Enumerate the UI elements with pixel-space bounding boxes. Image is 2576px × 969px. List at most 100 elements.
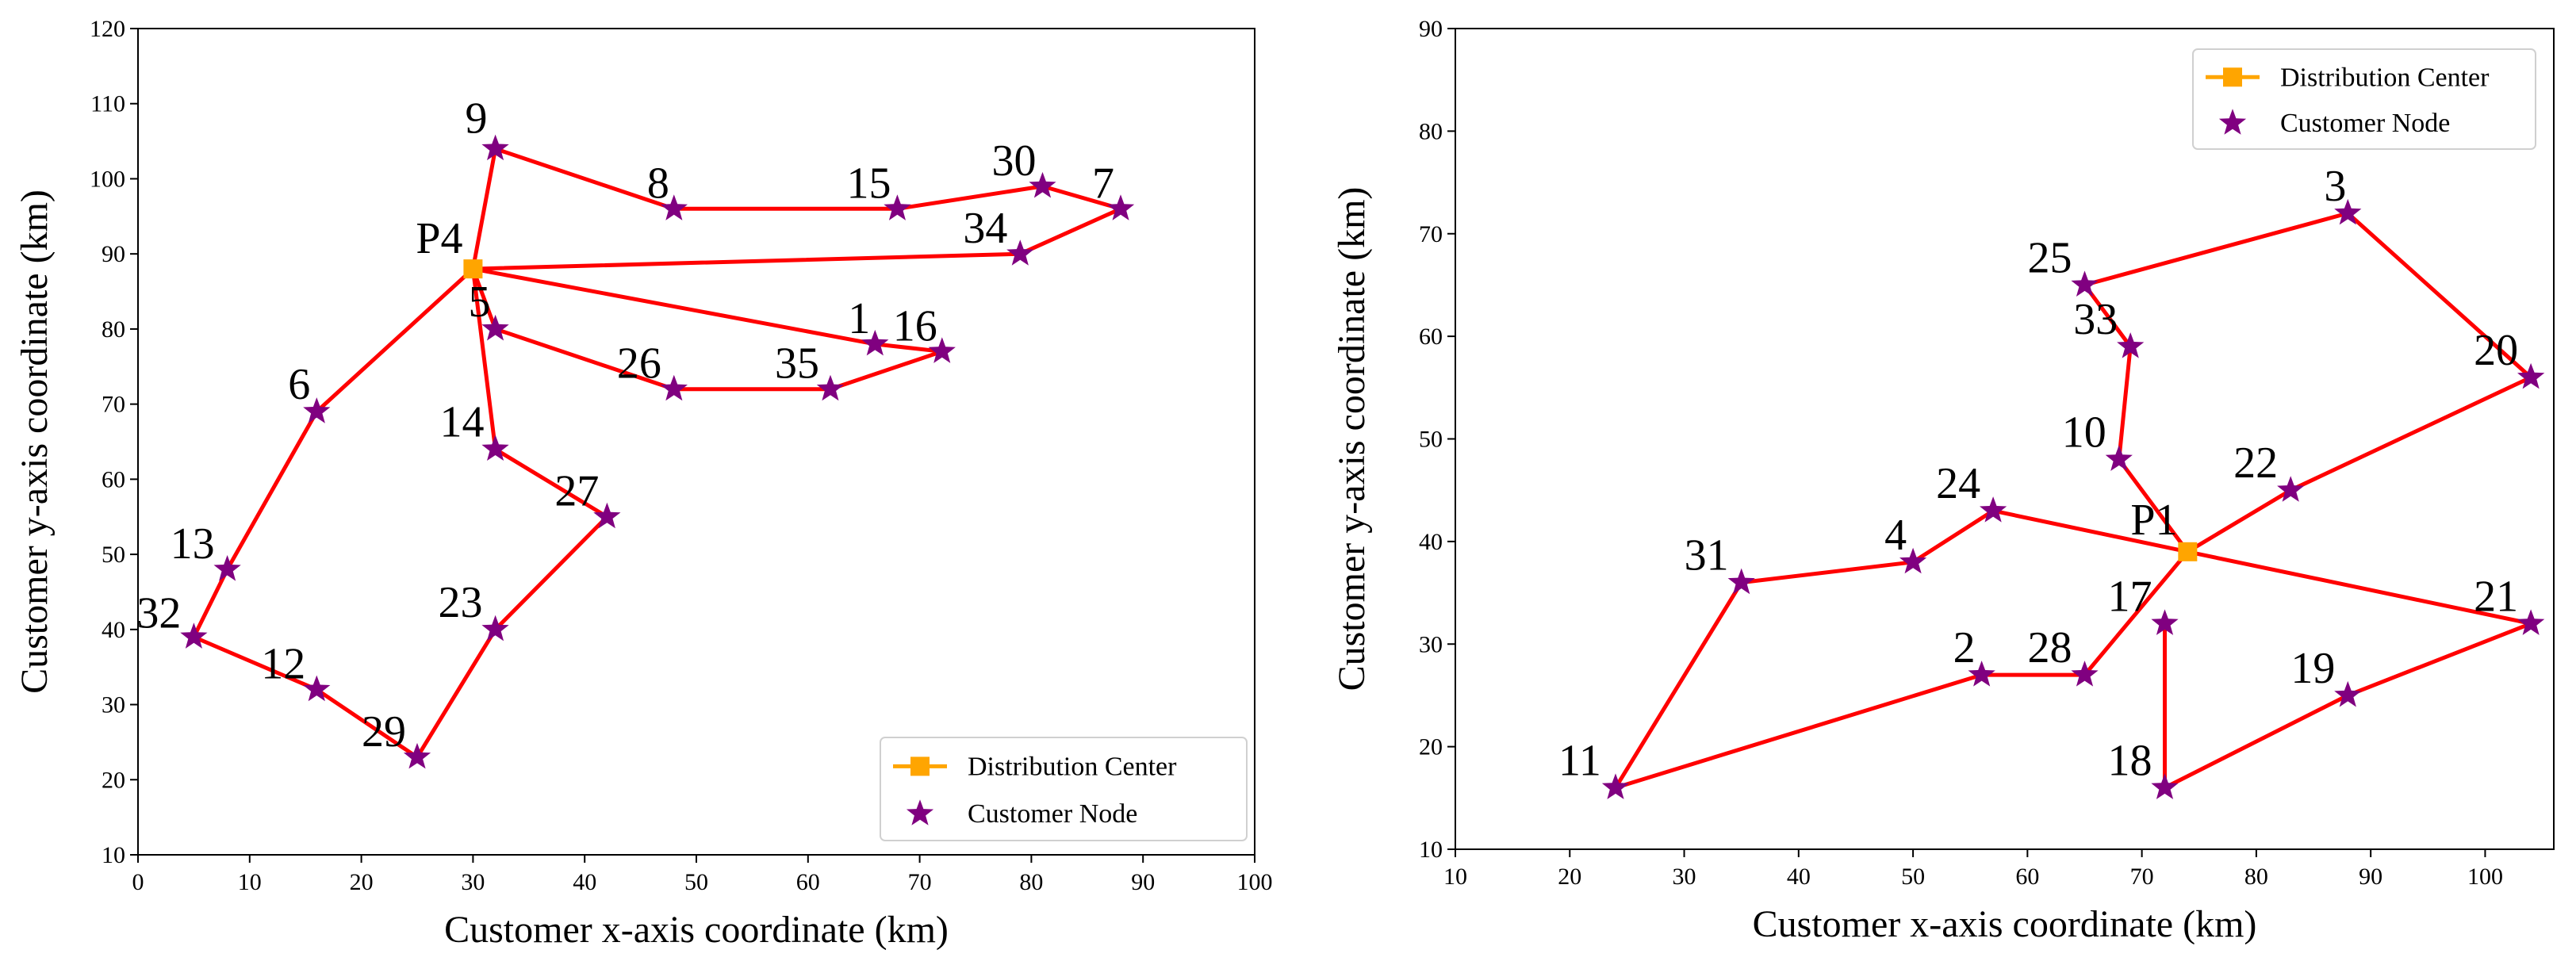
legend-box: [880, 737, 1248, 841]
customer-label-18: 18: [2107, 736, 2152, 785]
x-tick-label: 40: [573, 869, 596, 895]
customer-node-15: [884, 194, 911, 220]
customer-node-32: [180, 622, 208, 649]
route-3: [191, 267, 609, 760]
customer-node-12: [303, 675, 331, 702]
x-tick-label: 20: [350, 869, 374, 895]
x-tick-label: 50: [1901, 864, 1925, 890]
legend: Distribution Center Customer Node: [2192, 48, 2536, 150]
customer-label-1: 1: [848, 294, 870, 343]
route-1: [470, 147, 1123, 271]
x-tick-label: 70: [2130, 864, 2154, 890]
depot-marker: [463, 259, 483, 279]
legend-depot-marker: [910, 756, 930, 776]
customer-node-30: [1029, 171, 1056, 198]
y-tick-label: 20: [1419, 734, 1443, 760]
customer-node-11: [1601, 773, 1630, 799]
customer-node-24: [1980, 496, 2007, 523]
customer-node-31: [1727, 568, 1755, 595]
customer-node-29: [403, 742, 431, 769]
plot-frame: [137, 28, 1255, 856]
legend-customer-label: Customer Node: [968, 799, 1137, 829]
customer-label-23: 23: [439, 578, 483, 627]
customer-label-33: 33: [2073, 295, 2118, 344]
customer-label-10: 10: [2062, 408, 2106, 457]
customer-label-32: 32: [136, 588, 181, 638]
customer-node-8: [660, 194, 688, 220]
y-axis-label: Customer y-axis coordinate (km): [1331, 187, 1373, 691]
customer-label-15: 15: [846, 159, 891, 208]
customer-label-27: 27: [554, 467, 599, 516]
customer-label-5: 5: [469, 278, 491, 327]
y-tick-label: 40: [1419, 529, 1443, 555]
customer-label-4: 4: [1884, 511, 1907, 560]
customer-node-28: [2071, 661, 2099, 687]
x-tick-label: 60: [2015, 864, 2039, 890]
customer-label-17: 17: [2107, 572, 2152, 621]
x-axis-label: Customer x-axis coordinate (km): [1753, 903, 2257, 945]
y-tick-label: 80: [102, 316, 125, 343]
y-tick-label: 40: [102, 617, 125, 643]
route-2: [1613, 508, 2190, 790]
customer-node-7: [1106, 194, 1135, 220]
customer-label-25: 25: [2027, 233, 2072, 282]
customer-label-7: 7: [1092, 159, 1114, 208]
customer-node-5: [481, 314, 509, 341]
customer-node-6: [303, 397, 331, 423]
legend-depot-marker: [2223, 67, 2242, 87]
depot-marker: [2178, 542, 2198, 561]
customer-label-6: 6: [288, 360, 310, 409]
y-tick-label: 30: [1419, 631, 1443, 657]
customer-label-13: 13: [171, 519, 215, 569]
customer-node-14: [481, 435, 509, 461]
customer-label-31: 31: [1685, 531, 1729, 580]
customer-label-30: 30: [991, 136, 1036, 186]
customer-label-8: 8: [647, 159, 669, 208]
customer-label-34: 34: [963, 204, 1007, 253]
legend-depot-label: Distribution Center: [2280, 63, 2490, 92]
customer-node-21: [2517, 609, 2545, 635]
x-tick-label: 70: [908, 869, 932, 895]
customer-label-2: 2: [1953, 623, 1976, 672]
customer-label-21: 21: [2474, 572, 2518, 621]
customer-label-12: 12: [261, 640, 305, 689]
y-tick-label: 50: [1419, 427, 1443, 453]
chart-left: 0 10 20 30 40 50 60 70 80 90 100 10 20 30 40 50 60 70 80 90…: [13, 16, 1273, 951]
y-tick-label: 20: [102, 767, 125, 793]
y-tick-label: 10: [1419, 837, 1443, 863]
x-tick-label: 20: [1558, 864, 1581, 890]
route-2: [471, 266, 945, 392]
customer-label-28: 28: [2027, 623, 2072, 672]
customer-label-29: 29: [362, 707, 406, 756]
x-tick-label: 40: [1787, 864, 1811, 890]
y-axis-label: Customer y-axis coordinate (km): [13, 190, 56, 694]
y-tick-label: 90: [102, 241, 125, 267]
x-tick-label: 60: [796, 869, 820, 895]
customer-node-23: [481, 615, 509, 642]
customer-label-3: 3: [2324, 162, 2346, 211]
customer-node-27: [593, 502, 621, 529]
legend-customer-marker: [2218, 109, 2247, 135]
legend-box: [2192, 48, 2536, 150]
customer-node-3: [2334, 198, 2362, 225]
x-tick-label: 30: [1673, 864, 1696, 890]
x-tick-label: 100: [2467, 864, 2503, 890]
x-tick-label: 10: [1443, 864, 1467, 890]
route-1: [2083, 211, 2533, 553]
customer-node-25: [2071, 270, 2099, 297]
x-tick-label: 50: [684, 869, 708, 895]
x-tick-label: 10: [238, 869, 262, 895]
customer-label-14: 14: [440, 397, 485, 446]
y-tick-label: 80: [1419, 118, 1443, 144]
customer-node-9: [481, 134, 509, 161]
customer-node-18: [2151, 773, 2179, 799]
customer-label-11: 11: [1558, 736, 1601, 785]
legend-depot-label: Distribution Center: [968, 752, 1177, 781]
customer-node-2: [1968, 661, 1995, 687]
customer-node-20: [2517, 362, 2545, 389]
x-tick-label: 80: [2244, 864, 2268, 890]
customer-node-33: [2117, 332, 2145, 358]
customer-node-13: [213, 555, 241, 581]
customer-node-17: [2151, 609, 2179, 635]
customer-node-16: [928, 337, 956, 363]
